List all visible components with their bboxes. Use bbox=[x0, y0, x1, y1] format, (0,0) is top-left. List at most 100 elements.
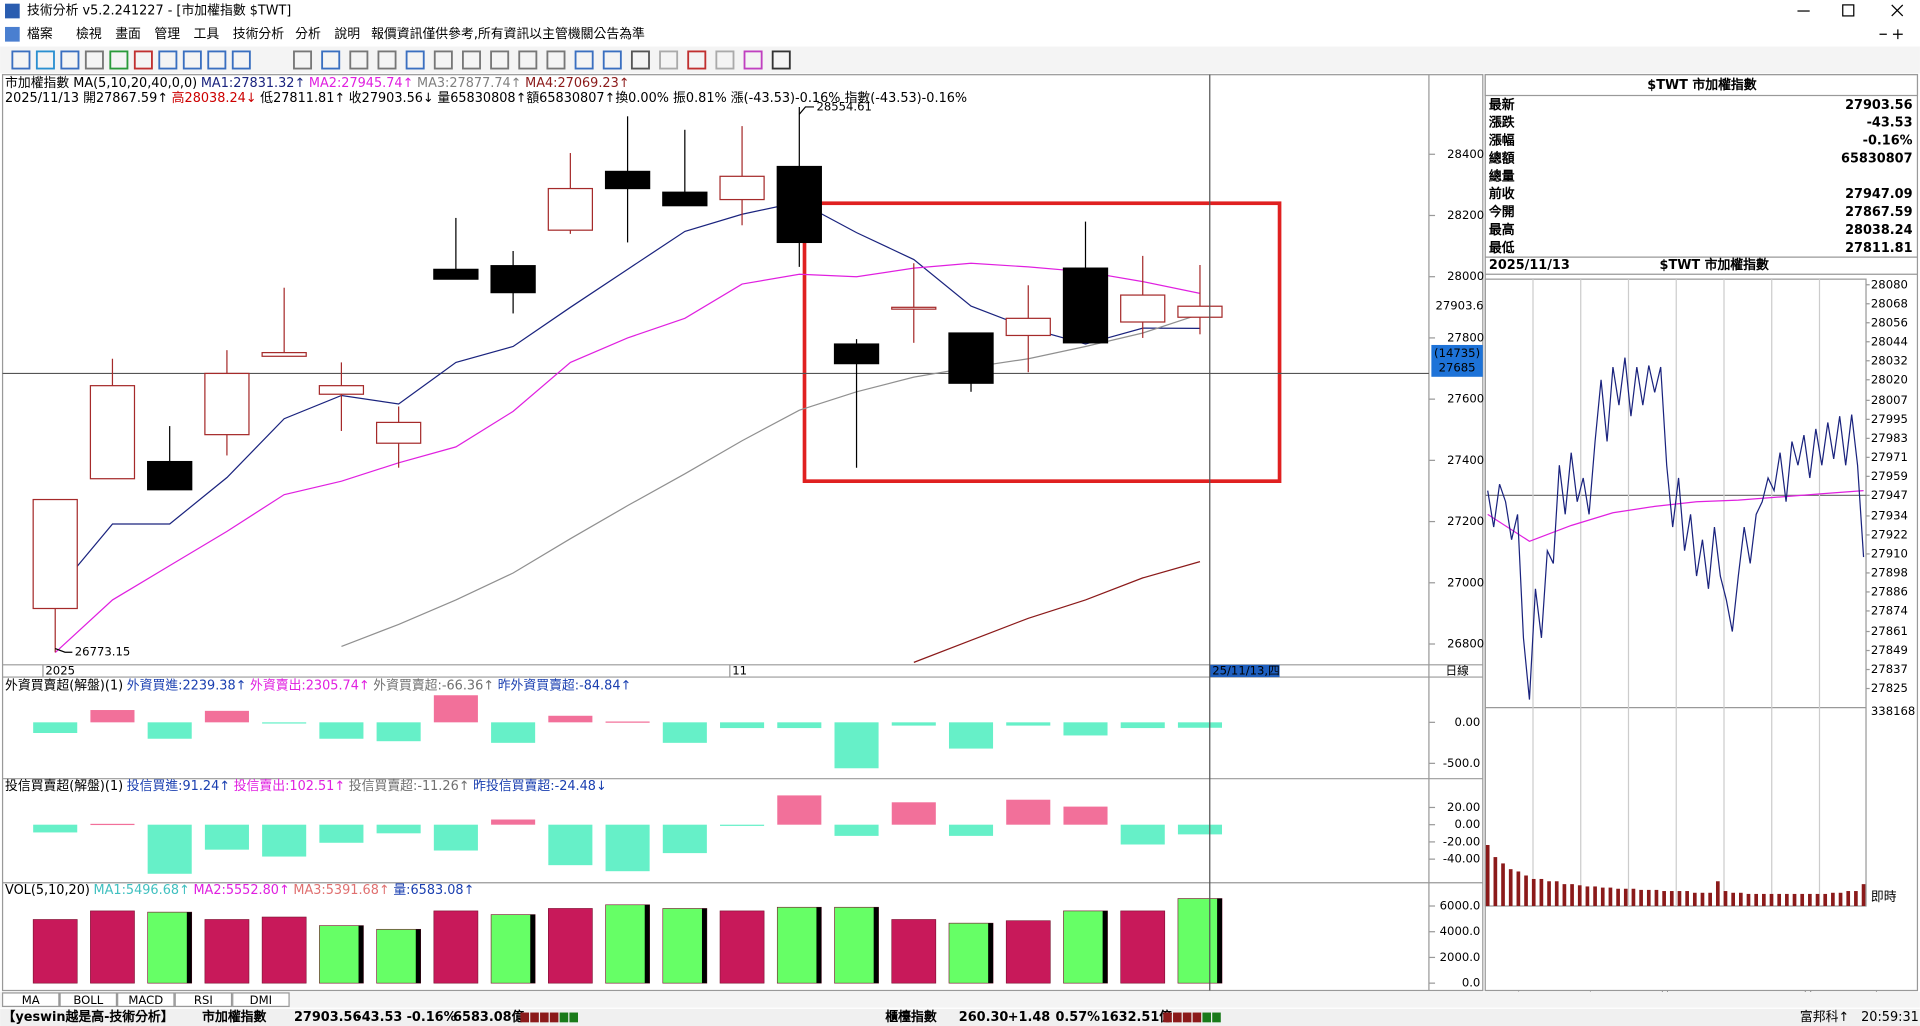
indicator-tab-bg[interactable] bbox=[232, 992, 290, 1008]
status-text: -43.53 bbox=[356, 1010, 402, 1025]
toolbar-button[interactable] bbox=[231, 50, 251, 70]
indicator-tab-bg[interactable] bbox=[174, 992, 233, 1008]
volume-bar bbox=[1531, 878, 1536, 907]
toolbar-button[interactable] bbox=[715, 50, 735, 70]
volume-bar bbox=[1524, 875, 1528, 907]
volume-bar bbox=[1646, 889, 1651, 907]
toolbar-button[interactable] bbox=[60, 50, 80, 70]
status-text: 260.30 bbox=[959, 1010, 1009, 1025]
panel-header-segment: 昨外資買賣超:-84.84↑ bbox=[498, 678, 632, 693]
volume-bar bbox=[1731, 892, 1735, 907]
y-tick-label: 4000.0 bbox=[1440, 924, 1481, 938]
y-tick-label: 0.0 bbox=[1462, 976, 1481, 990]
indicator-tab-bg[interactable] bbox=[1, 992, 60, 1008]
indicator-tab[interactable]: DMI bbox=[250, 993, 272, 1007]
toolbar-button[interactable] bbox=[546, 50, 566, 70]
toolbar-button[interactable] bbox=[490, 50, 510, 70]
toolbar-button[interactable] bbox=[405, 50, 425, 70]
volume-bar bbox=[1746, 893, 1751, 907]
toolbar-button[interactable] bbox=[349, 50, 369, 70]
menu-item[interactable]: 檔案 bbox=[27, 27, 53, 42]
toolbar-button[interactable] bbox=[602, 50, 622, 70]
toolbar-button[interactable] bbox=[461, 50, 481, 70]
toolbar-button[interactable] bbox=[574, 50, 594, 70]
toolbar-button[interactable] bbox=[158, 50, 178, 70]
quote-label: 最新 bbox=[1489, 97, 1515, 113]
close-button[interactable] bbox=[1891, 4, 1904, 17]
toolbar-button[interactable] bbox=[433, 50, 453, 70]
volume-bar bbox=[1508, 869, 1513, 907]
toolbar-button[interactable] bbox=[687, 50, 707, 70]
status-gauge bbox=[530, 1012, 539, 1023]
indicator-tab-bg[interactable] bbox=[117, 992, 175, 1008]
indicator-tab[interactable]: MACD bbox=[128, 993, 163, 1007]
bar bbox=[777, 795, 822, 825]
volume-bar bbox=[1754, 893, 1759, 907]
toolbar-button[interactable] bbox=[518, 50, 538, 70]
bar-edge bbox=[1102, 910, 1108, 984]
y-tick-label: 28000 bbox=[1447, 269, 1484, 283]
bar bbox=[1005, 920, 1051, 984]
menu-item[interactable]: 分析 bbox=[295, 27, 321, 42]
toolbar-button[interactable] bbox=[743, 50, 763, 70]
toolbar-button[interactable] bbox=[659, 50, 679, 70]
menu-notice: 報價資訊僅供參考,所有資訊以主管機關公告為準 bbox=[371, 26, 645, 42]
indicator-tab-bg[interactable] bbox=[59, 992, 118, 1008]
bar bbox=[948, 722, 994, 749]
bar bbox=[319, 722, 364, 739]
toolbar-button[interactable] bbox=[630, 50, 650, 70]
bar bbox=[605, 721, 650, 723]
toolbar-button[interactable] bbox=[84, 50, 104, 70]
toolbar-button[interactable] bbox=[133, 50, 153, 70]
toolbar-button[interactable] bbox=[771, 50, 791, 70]
toolbar-button[interactable] bbox=[321, 50, 341, 70]
quote-label: 總額 bbox=[1489, 150, 1515, 166]
volume-bar bbox=[1785, 893, 1789, 907]
menu-item[interactable]: 工具 bbox=[194, 27, 220, 42]
y-tick-label: 20.00 bbox=[1447, 800, 1480, 814]
volume-bar bbox=[1608, 887, 1613, 907]
bar bbox=[1120, 910, 1166, 984]
info-line-segment: 2025/11/13 開27867.59↑ bbox=[5, 90, 168, 105]
indicator-tab[interactable]: RSI bbox=[194, 993, 213, 1007]
chart-frame bbox=[1, 74, 1484, 992]
bar bbox=[1063, 806, 1108, 825]
bar-edge bbox=[816, 907, 822, 984]
menu-item[interactable]: 說明 bbox=[334, 27, 360, 42]
toolbar-button[interactable] bbox=[109, 50, 129, 70]
menu-item[interactable]: 管理 bbox=[154, 26, 180, 42]
y-tick-label: 28007 bbox=[1871, 393, 1908, 407]
menu-item[interactable]: 技術分析 bbox=[233, 27, 285, 42]
indicator-tab[interactable]: BOLL bbox=[73, 993, 103, 1007]
status-bar bbox=[0, 1008, 1920, 1026]
menu-item[interactable]: 檢視 bbox=[76, 26, 102, 42]
panel-header-segment: 投信賣出:102.51↑ bbox=[234, 778, 345, 794]
bar bbox=[662, 722, 707, 743]
toolbar-button[interactable] bbox=[377, 50, 397, 70]
volume-bar bbox=[1808, 893, 1812, 907]
toolbar-button[interactable] bbox=[182, 50, 202, 70]
window-title: 技術分析 v5.2.241227 - [市加權指數 $TWT] bbox=[27, 3, 291, 19]
indicator-tab[interactable]: MA bbox=[22, 993, 40, 1007]
toolbar-button[interactable] bbox=[35, 50, 55, 70]
candle-body bbox=[89, 385, 136, 480]
cursor-price-box bbox=[1431, 344, 1483, 377]
y-tick-label: -40.00 bbox=[1443, 852, 1480, 866]
panel-header-segment: 量:6583.08↑ bbox=[393, 883, 474, 898]
y-tick-label: 26800 bbox=[1447, 637, 1484, 651]
maximize-button[interactable] bbox=[1842, 4, 1855, 17]
quote-label: 漲跌 bbox=[1489, 115, 1515, 131]
y-tick-label: 28068 bbox=[1871, 296, 1908, 310]
toolbar-button[interactable] bbox=[293, 50, 313, 70]
toolbar-button[interactable] bbox=[11, 50, 31, 70]
menu-item[interactable]: 畫面 bbox=[115, 27, 141, 42]
toolbar-button[interactable] bbox=[207, 50, 227, 70]
bar bbox=[720, 824, 765, 826]
candle-body bbox=[375, 421, 422, 444]
bar bbox=[891, 722, 936, 726]
bar bbox=[1177, 824, 1223, 835]
bar-edge bbox=[644, 904, 650, 984]
mdi-controls[interactable] bbox=[1879, 29, 1903, 40]
volume-bar bbox=[1593, 886, 1597, 907]
